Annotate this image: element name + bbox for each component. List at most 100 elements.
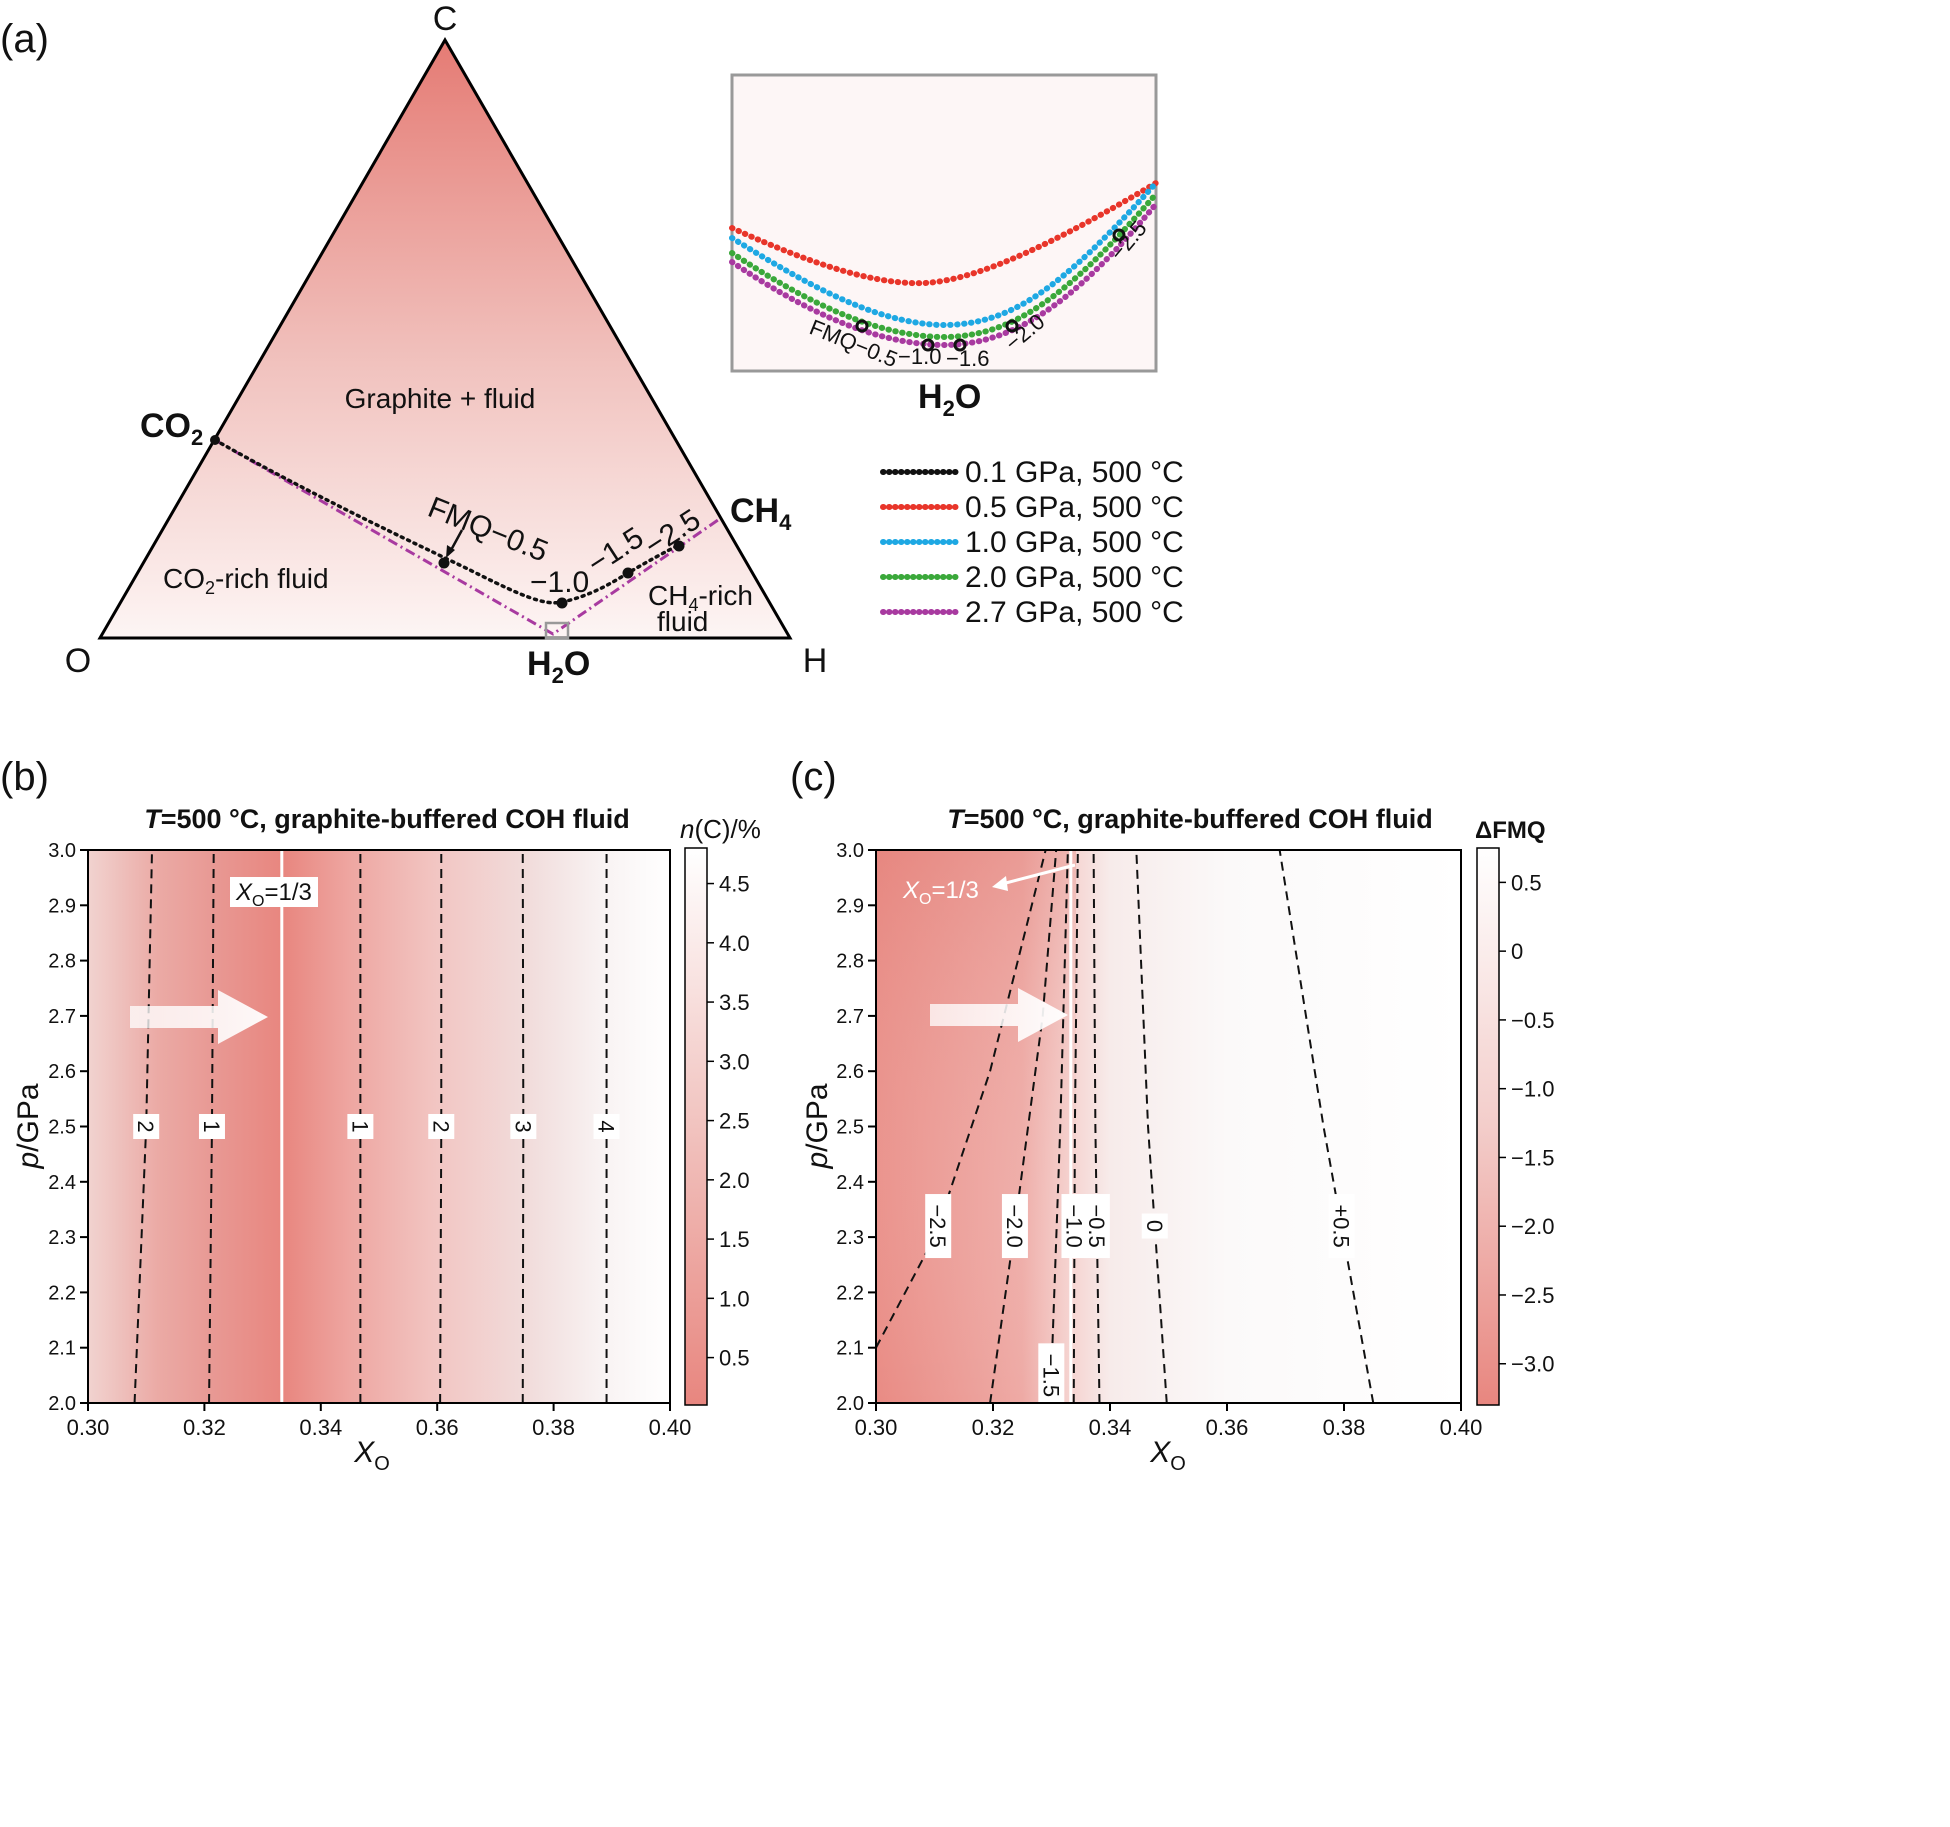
h2o-label: H2O [527, 645, 590, 688]
contour-label-text-b-4: 3 [510, 1120, 535, 1132]
point-m15 [622, 567, 634, 579]
contour-label-bg-c-5 [1141, 1213, 1168, 1239]
contour-label-c-1: −2.0 [1001, 1194, 1028, 1259]
point-m25 [673, 540, 685, 552]
legend-label-1: 0.1 GPa, 500 °C [965, 456, 1184, 489]
curve-magenta [214, 438, 719, 636]
contour-label-text-c-2: −1.5 [1038, 1354, 1063, 1397]
inset-frame [730, 73, 1158, 373]
cbar-tick-label-c-4: −1.5 [1511, 1145, 1554, 1170]
ytick-label-b-10: 3.0 [48, 840, 76, 862]
legend: 0.1 GPa, 500 °C 0.5 GPa, 500 °C 1.0 GPa,… [880, 456, 1184, 629]
panel-c-ylabel: p/GPa [801, 1083, 834, 1169]
xtick-label-c-1: 0.32 [972, 1415, 1015, 1440]
contour-label-text-c-3: −1.0 [1061, 1204, 1086, 1247]
contour-label-text-c-1: −2.0 [1002, 1204, 1027, 1247]
xtick-label-b-4: 0.38 [532, 1415, 575, 1440]
cbar-tick-label-b-6: 3.5 [719, 990, 750, 1015]
panel-c-xo-annot: XO=1/3 [902, 877, 979, 908]
contour-label-c-3: −1.0 [1061, 1194, 1088, 1259]
co2-label: CO2 [140, 407, 203, 450]
legend-label-5: 2.7 GPa, 500 °C [965, 596, 1184, 629]
contour-label-bg-c-6 [1328, 1194, 1355, 1259]
panel-b-title: T=500 °C, graphite-buffered COH fluid [144, 804, 630, 834]
inset-curve-magenta [729, 201, 1159, 349]
contour-label-bg-b-4 [510, 1114, 537, 1139]
cbar-tick-label-c-7: −3.0 [1511, 1352, 1554, 1377]
contour-c-5 [1135, 850, 1168, 1403]
panel-b-label: (b) [0, 755, 49, 799]
contour-label-bg-c-0 [925, 1194, 952, 1259]
panel-c-xo-arrow [1001, 863, 1076, 886]
contour-label-bg-b-2 [347, 1114, 374, 1139]
contour-c-2 [1049, 850, 1069, 1403]
ytick-label-b-2: 2.2 [48, 1282, 76, 1304]
ytick-label-b-3: 2.3 [48, 1227, 76, 1249]
cbar-tick-label-c-3: −1.0 [1511, 1077, 1554, 1102]
ternary-triangle [97, 36, 793, 640]
panel-a: (a) C O H CO2 CH4 H2O Graphite + fluid C… [0, 0, 1184, 688]
legend-label-3: 1.0 GPa, 500 °C [965, 526, 1184, 559]
panel-b-yaxis: 2.0 2.1 2.2 2.3 2.4 2.5 2.6 2.7 2.8 2.9 3.0 [48, 840, 88, 1415]
contour-label-text-b-2: 1 [347, 1120, 372, 1132]
panel-a-label: (a) [0, 17, 49, 61]
curve-black [213, 438, 681, 605]
contour-label-bg-c-3 [1061, 1194, 1088, 1259]
cbar-tick-label-c-5: −2.0 [1511, 1214, 1554, 1239]
xtick-label-c-5: 0.40 [1440, 1415, 1483, 1440]
panel-b-heatmap [88, 850, 670, 1403]
contour-label-text-b-5: 4 [594, 1120, 619, 1132]
xtick-label-b-0: 0.30 [67, 1415, 110, 1440]
xtick-label-c-0: 0.30 [855, 1415, 898, 1440]
panel-c-yaxis: 2.0 2.1 2.2 2.3 2.4 2.5 2.6 2.7 2.8 2.9 3.0 [836, 840, 876, 1415]
contour-label-b-2: 1 [347, 1114, 374, 1139]
panel-c-colorbar-ticks: 0.5 0 −0.5 −1.0 −1.5 −2.0 −2.5 −3.0 [1499, 870, 1554, 1377]
contour-label-bg-c-4 [1083, 1194, 1110, 1259]
ytick-label-c-9: 2.9 [836, 895, 864, 917]
contour-label-text-b-3: 2 [428, 1120, 453, 1132]
point-fmq05 [438, 557, 450, 569]
ytick-label-c-1: 2.1 [836, 1338, 864, 1360]
ytick-label-b-8: 2.8 [48, 951, 76, 973]
contour-label-text-b-1: 1 [199, 1120, 224, 1132]
ytick-label-c-2: 2.2 [836, 1282, 864, 1304]
ytick-label-b-0: 2.0 [48, 1393, 76, 1415]
ytick-label-b-4: 2.4 [48, 1172, 76, 1194]
panel-c-colorbar-label: ΔFMQ [1475, 817, 1546, 844]
contour-c-1 [989, 850, 1058, 1403]
region-co2-label: CO2-rich fluid [163, 563, 329, 598]
point-m10 [556, 597, 568, 609]
panel-b-xo-annot-bg [230, 877, 318, 907]
inset-point-m10 [921, 338, 935, 352]
contour-c-0 [876, 850, 1047, 1349]
xtick-label-c-3: 0.36 [1206, 1415, 1249, 1440]
contour-label-text-c-6: +0.5 [1328, 1204, 1353, 1247]
contour-label-c-5: 0 [1141, 1213, 1168, 1239]
xtick-label-c-2: 0.34 [1089, 1415, 1132, 1440]
ytick-label-c-8: 2.8 [836, 951, 864, 973]
panel-b-colorbar [684, 847, 708, 1406]
region-ch4-label: CH4-rich [648, 580, 753, 615]
contour-label-bg-c-1 [1001, 1194, 1028, 1259]
contour-label-bg-b-1 [198, 1114, 225, 1139]
panel-c-heatmap-shade [876, 850, 1076, 1403]
cbar-tick-label-b-4: 2.5 [719, 1109, 750, 1134]
contour-label-text-c-0: −2.5 [925, 1204, 950, 1247]
ytick-label-b-6: 2.6 [48, 1061, 76, 1083]
xtick-label-b-1: 0.32 [183, 1415, 226, 1440]
panel-c-title: T=500 °C, graphite-buffered COH fluid [947, 804, 1433, 834]
panel-b: (b) T=500 °C, graphite-buffered COH flui… [0, 755, 761, 1475]
vertex-h-label: H [803, 642, 828, 680]
ytick-label-c-7: 2.7 [836, 1006, 864, 1028]
contour-label-b-3: 2 [428, 1114, 455, 1139]
region-graphite-label: Graphite + fluid [345, 383, 536, 414]
inset-point-fmq05 [855, 319, 869, 333]
cbar-tick-label-b-8: 4.5 [719, 872, 750, 897]
contour-label-text-b-0: 2 [133, 1120, 158, 1132]
contour-label-text-c-4: −0.5 [1084, 1204, 1109, 1247]
contour-c-4 [1092, 850, 1101, 1403]
ytick-label-b-9: 2.9 [48, 895, 76, 917]
cbar-tick-label-b-3: 2.0 [719, 1168, 750, 1193]
inset-label-m16: −1.6 [946, 346, 989, 371]
ytick-label-b-5: 2.5 [48, 1117, 76, 1139]
